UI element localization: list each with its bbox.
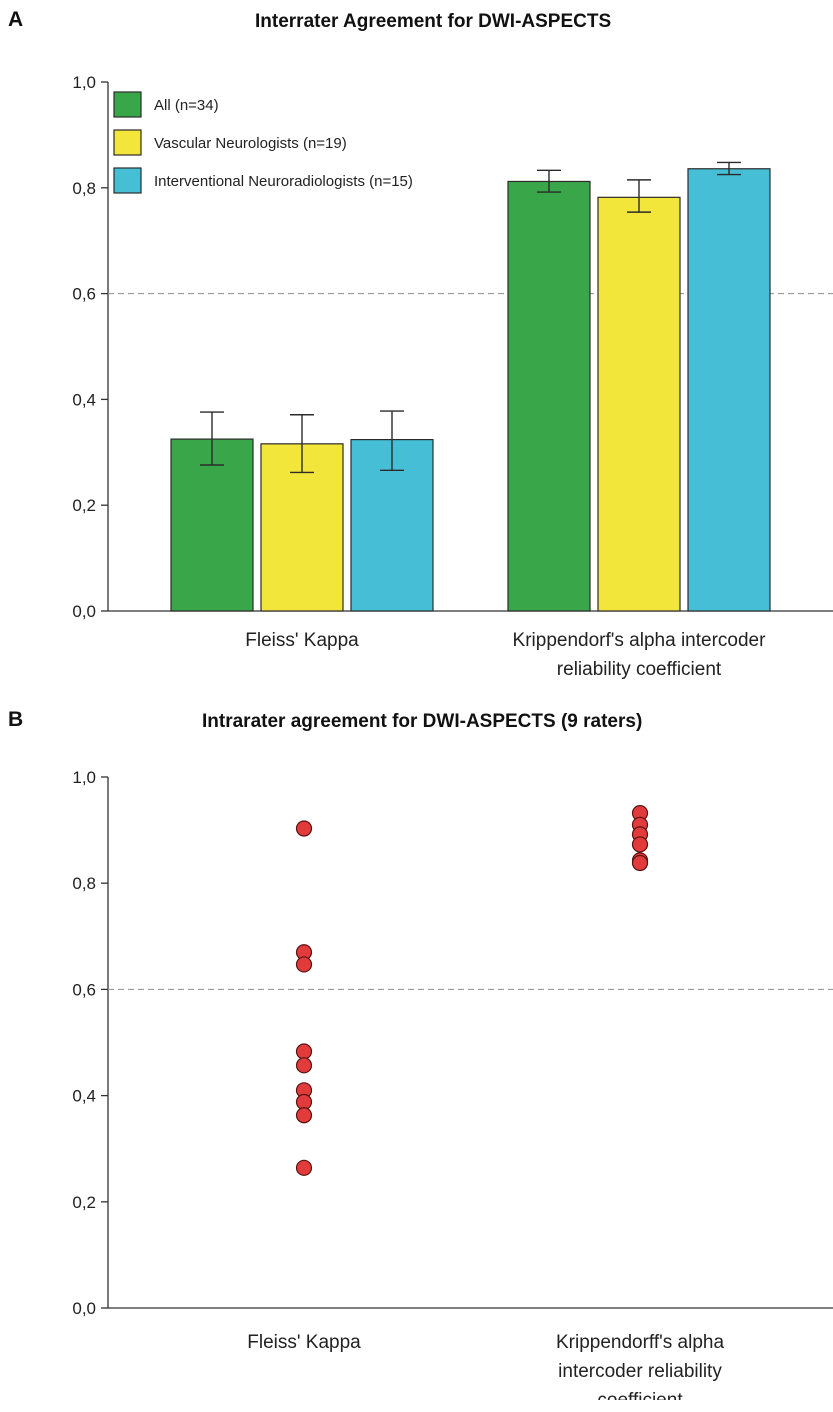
legend-swatch <box>113 91 142 118</box>
data-point <box>295 1043 313 1060</box>
scatter-chart: 0,0 0,2 0,4 0,6 0,8 1,0 Fleiss' Kappa Krippendo… <box>72 768 833 1400</box>
b-y-tick-label: 0,8 <box>72 874 96 893</box>
panel-b-letter: B <box>8 708 24 731</box>
x-category-label: intercoder reliability <box>558 1361 722 1382</box>
x-category-label: Krippendorf's alpha intercoder <box>513 630 767 651</box>
legend-label: Vascular Neurologists (n=19) <box>154 135 347 152</box>
x-category-label: Krippendorff's alpha <box>556 1332 724 1353</box>
bar <box>507 180 591 612</box>
data-point <box>295 1107 313 1124</box>
bar <box>687 168 771 612</box>
a-y-tick-label: 0,8 <box>72 179 96 198</box>
data-point <box>631 854 649 872</box>
b-y-tick-label: 0,6 <box>72 980 96 999</box>
panel-b-title: Intrarater agreement for DWI-ASPECTS (9 … <box>202 711 643 732</box>
b-y-tick-label: 1,0 <box>72 768 96 787</box>
x-category-label: Fleiss' Kappa <box>245 630 359 651</box>
bar <box>170 438 254 612</box>
bar <box>350 439 434 612</box>
data-point <box>295 820 313 837</box>
a-y-tick-label: 1,0 <box>72 73 96 92</box>
x-category-label: reliability coefficient <box>557 659 722 680</box>
a-y-tick-label: 0,6 <box>72 285 96 304</box>
x-category-label: Fleiss' Kappa <box>247 1332 361 1353</box>
bar <box>597 196 681 612</box>
panel-a-title: Interrater Agreement for DWI-ASPECTS <box>255 11 612 32</box>
b-y-tick-label: 0,0 <box>72 1299 96 1318</box>
data-point <box>631 836 649 853</box>
bar-chart: 0,0 0,2 0,4 0,6 0,8 1,0 Fleiss' Kappa Krippendo… <box>72 73 833 680</box>
b-y-tick-label: 0,4 <box>72 1087 96 1106</box>
data-point <box>295 1159 313 1176</box>
panel-a-letter: A <box>8 8 24 31</box>
data-point <box>295 1057 313 1074</box>
legend-swatch <box>113 167 142 194</box>
a-y-tick-label: 0,0 <box>72 602 96 621</box>
legend-label: Interventional Neuroradiologists (n=15) <box>154 173 413 190</box>
x-category-label: coefficient <box>597 1390 683 1400</box>
b-y-tick-label: 0,2 <box>72 1193 96 1212</box>
legend-swatch <box>113 129 142 156</box>
legend-label: All (n=34) <box>154 97 219 114</box>
a-y-tick-label: 0,2 <box>72 496 96 515</box>
a-y-tick-label: 0,4 <box>72 390 96 409</box>
data-point <box>295 956 313 973</box>
